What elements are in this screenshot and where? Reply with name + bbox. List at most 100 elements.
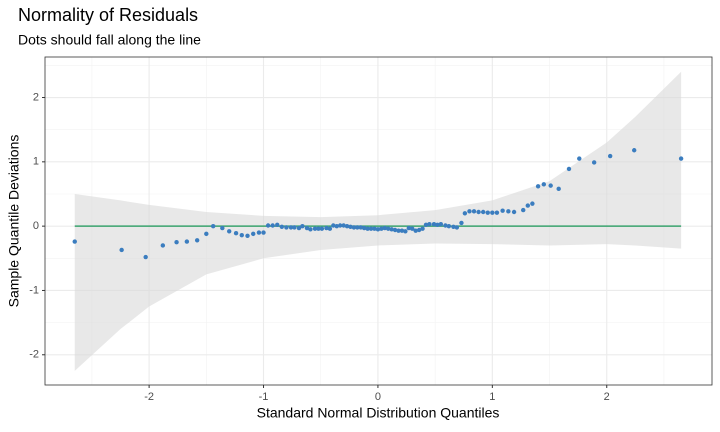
point bbox=[251, 231, 256, 237]
point bbox=[119, 247, 124, 253]
point bbox=[577, 156, 582, 161]
point bbox=[506, 209, 511, 214]
point bbox=[226, 229, 232, 234]
point bbox=[379, 226, 384, 231]
point bbox=[284, 225, 289, 230]
point bbox=[233, 231, 239, 236]
point bbox=[361, 225, 367, 231]
x-tick-label: -1 bbox=[259, 391, 269, 403]
point bbox=[454, 225, 460, 230]
point bbox=[256, 230, 262, 235]
point bbox=[389, 227, 394, 232]
point bbox=[382, 225, 387, 231]
point bbox=[396, 228, 401, 233]
point bbox=[220, 225, 225, 231]
point bbox=[239, 232, 244, 238]
point bbox=[521, 207, 526, 213]
point bbox=[319, 226, 325, 231]
point bbox=[316, 226, 321, 231]
point bbox=[143, 254, 148, 260]
point bbox=[427, 222, 432, 227]
point bbox=[462, 211, 468, 216]
point bbox=[194, 238, 200, 243]
point bbox=[494, 210, 500, 215]
point bbox=[355, 225, 360, 230]
point bbox=[72, 239, 77, 244]
point bbox=[541, 182, 547, 187]
x-tick-label: 0 bbox=[375, 391, 381, 403]
y-axis-label: Sample Quantile Deviations bbox=[6, 135, 22, 308]
point bbox=[261, 230, 266, 235]
point bbox=[160, 243, 166, 248]
point bbox=[435, 222, 440, 228]
chart-title: Normality of Residuals bbox=[18, 5, 198, 25]
point bbox=[327, 226, 333, 231]
point bbox=[490, 210, 495, 215]
point bbox=[210, 223, 216, 229]
confidence-band bbox=[74, 71, 682, 371]
point bbox=[292, 225, 297, 230]
point bbox=[446, 223, 452, 229]
point bbox=[308, 227, 313, 232]
y-tick-label: -2 bbox=[29, 349, 39, 361]
point bbox=[351, 225, 357, 230]
point bbox=[406, 225, 412, 231]
panel-border bbox=[44, 56, 713, 386]
point bbox=[556, 186, 561, 192]
point bbox=[438, 222, 444, 227]
point bbox=[480, 209, 486, 215]
point bbox=[459, 220, 464, 226]
point bbox=[184, 239, 190, 244]
point bbox=[392, 227, 398, 233]
point bbox=[331, 223, 336, 228]
point bbox=[451, 224, 456, 229]
point bbox=[530, 201, 535, 206]
point bbox=[500, 208, 505, 213]
point bbox=[341, 223, 346, 228]
point bbox=[399, 228, 405, 233]
point bbox=[535, 184, 541, 189]
point bbox=[566, 166, 572, 172]
point bbox=[348, 224, 353, 229]
point bbox=[485, 210, 490, 215]
point bbox=[678, 156, 684, 161]
point bbox=[471, 209, 477, 214]
point bbox=[275, 222, 280, 228]
point bbox=[410, 226, 415, 231]
point bbox=[312, 226, 318, 231]
y-tick-label: 0 bbox=[33, 220, 39, 232]
point bbox=[386, 226, 391, 231]
x-tick-label: -2 bbox=[144, 391, 154, 403]
point bbox=[476, 209, 481, 215]
point bbox=[632, 148, 637, 153]
point bbox=[265, 223, 271, 228]
x-axis-label: Standard Normal Distribution Quantiles bbox=[257, 405, 500, 421]
point bbox=[344, 223, 350, 229]
point bbox=[337, 223, 343, 228]
point bbox=[324, 225, 329, 231]
point bbox=[174, 240, 179, 245]
x-tick-label: 1 bbox=[489, 391, 495, 403]
point bbox=[423, 222, 429, 228]
point bbox=[548, 183, 553, 188]
chart-subtitle: Dots should fall along the line bbox=[18, 32, 201, 48]
point bbox=[300, 223, 305, 229]
point bbox=[420, 226, 425, 231]
point bbox=[467, 209, 472, 214]
point bbox=[270, 223, 275, 228]
point bbox=[591, 160, 597, 165]
point bbox=[279, 224, 285, 229]
point bbox=[304, 225, 310, 231]
y-tick-label: 2 bbox=[33, 91, 39, 103]
point bbox=[607, 153, 613, 159]
y-tick-label: 1 bbox=[33, 156, 39, 168]
y-tick-label: -1 bbox=[29, 284, 39, 296]
x-tick-label: 2 bbox=[604, 391, 610, 403]
point bbox=[375, 227, 381, 232]
point bbox=[525, 203, 531, 208]
point bbox=[288, 225, 294, 230]
point bbox=[365, 226, 370, 231]
point bbox=[372, 226, 377, 231]
point bbox=[334, 223, 339, 229]
